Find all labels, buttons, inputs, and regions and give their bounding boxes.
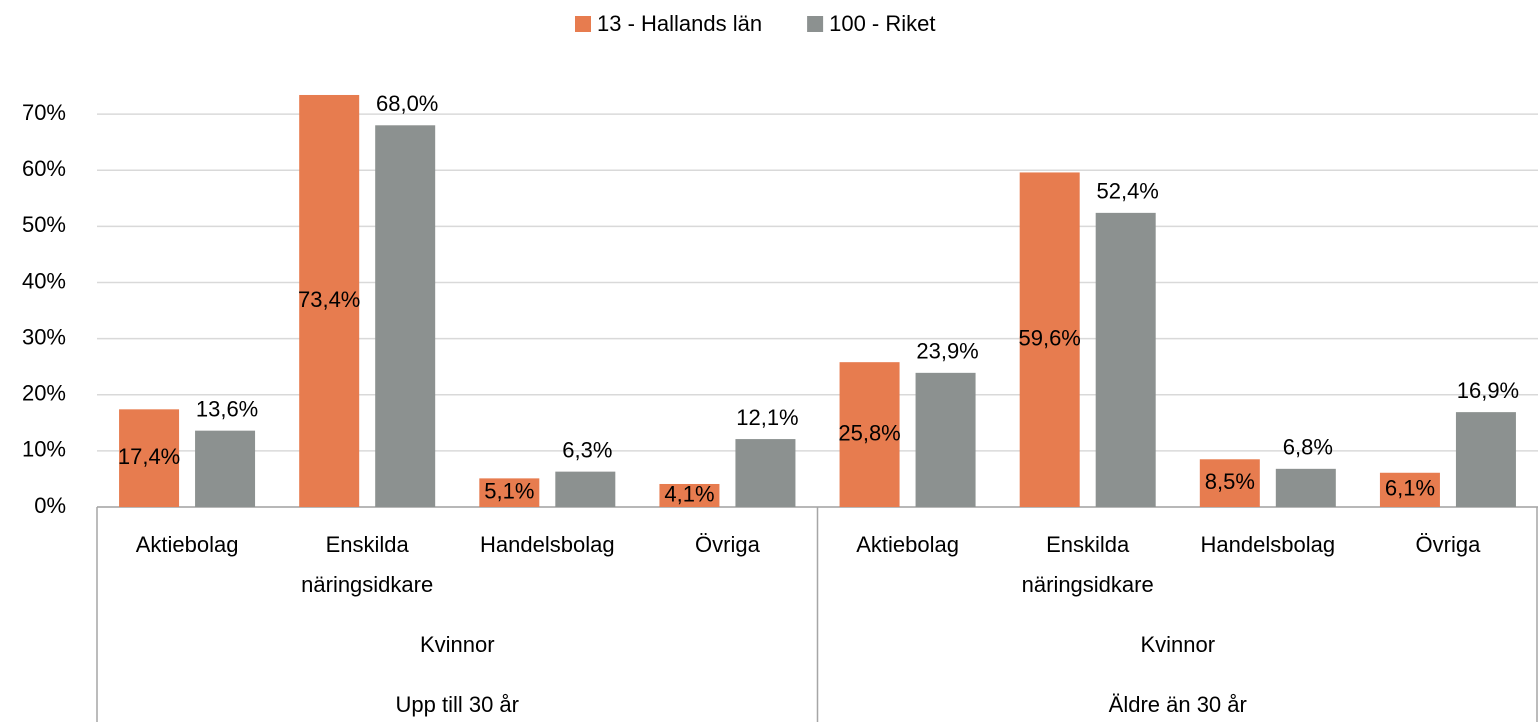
bar bbox=[1095, 212, 1156, 507]
x-tick-label: Enskilda näringsidkare bbox=[1022, 532, 1154, 597]
bar bbox=[479, 478, 540, 507]
category-group-label: Kvinnor bbox=[1140, 632, 1215, 657]
bar bbox=[735, 439, 796, 507]
data-label: 73,4% bbox=[298, 287, 360, 312]
data-label: 59,6% bbox=[1018, 326, 1080, 351]
data-label: 52,4% bbox=[1096, 179, 1158, 204]
category-supergroup-label: Äldre än 30 år bbox=[1109, 692, 1247, 717]
bar bbox=[839, 362, 900, 507]
data-label: 4,1% bbox=[664, 481, 714, 506]
legend-swatch bbox=[807, 16, 824, 32]
bar bbox=[1455, 412, 1516, 507]
bar bbox=[1199, 459, 1260, 507]
data-label: 68,0% bbox=[376, 91, 438, 116]
bar bbox=[1019, 172, 1080, 508]
data-label: 5,1% bbox=[484, 478, 534, 503]
legend-swatch bbox=[575, 16, 591, 32]
data-label: 17,4% bbox=[118, 444, 180, 469]
data-label: 23,9% bbox=[916, 339, 978, 364]
x-tick-label: Övriga bbox=[1416, 532, 1482, 557]
data-label: 6,8% bbox=[1283, 435, 1333, 460]
data-label: 12,1% bbox=[736, 405, 798, 430]
legend-label: 100 - Riket bbox=[829, 11, 935, 36]
bar bbox=[1275, 468, 1336, 507]
y-tick-label: 0% bbox=[34, 493, 66, 518]
y-tick-label: 50% bbox=[22, 212, 66, 237]
bar bbox=[119, 409, 180, 507]
y-tick-label: 60% bbox=[22, 156, 66, 181]
bar bbox=[195, 430, 256, 507]
x-tick-label: Handelsbolag bbox=[480, 532, 615, 557]
bar bbox=[1379, 472, 1440, 507]
data-label: 6,1% bbox=[1385, 476, 1435, 501]
x-tick-label: Aktiebolag bbox=[136, 532, 239, 557]
bar bbox=[555, 471, 616, 507]
y-tick-label: 20% bbox=[22, 381, 66, 406]
data-label: 16,9% bbox=[1457, 378, 1519, 403]
data-label: 13,6% bbox=[196, 396, 258, 421]
bar bbox=[659, 483, 720, 507]
category-group-label: Kvinnor bbox=[420, 632, 495, 657]
x-tick-label: Aktiebolag bbox=[856, 532, 959, 557]
y-tick-label: 70% bbox=[22, 100, 66, 125]
bar bbox=[375, 125, 436, 507]
data-label: 25,8% bbox=[838, 420, 900, 445]
bar bbox=[915, 372, 976, 507]
data-label: 6,3% bbox=[562, 437, 612, 462]
y-tick-label: 30% bbox=[22, 324, 66, 349]
x-tick-label: Handelsbolag bbox=[1201, 532, 1336, 557]
data-label: 8,5% bbox=[1205, 469, 1255, 494]
bar bbox=[299, 94, 360, 508]
y-tick-label: 40% bbox=[22, 268, 66, 293]
legend-label: 13 - Hallands län bbox=[597, 11, 762, 36]
category-supergroup-label: Upp till 30 år bbox=[395, 692, 519, 717]
x-tick-label: Övriga bbox=[695, 532, 761, 557]
y-tick-label: 10% bbox=[22, 437, 66, 462]
x-tick-label: Enskilda näringsidkare bbox=[301, 532, 433, 597]
